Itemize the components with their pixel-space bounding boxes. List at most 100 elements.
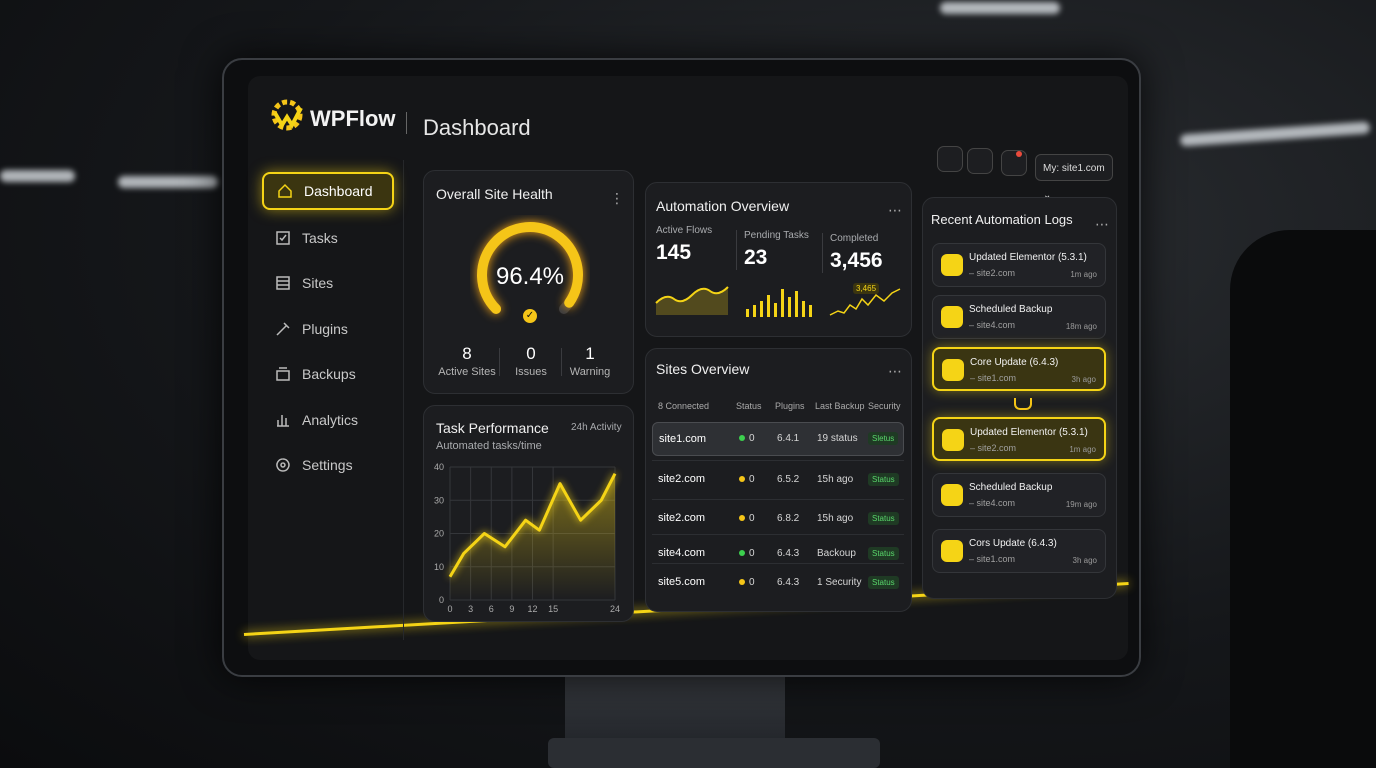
status-count: 0	[749, 548, 755, 559]
status-dot	[739, 435, 745, 441]
table-cell: 6.5.2	[777, 474, 800, 485]
card-menu[interactable]: ⋯	[888, 202, 903, 218]
y-tick-label: 30	[434, 495, 444, 505]
metric-divider	[822, 233, 823, 273]
log-item[interactable]: Updated Elementor (5.3.1) – site2.com 1m a…	[932, 243, 1106, 287]
nav-icon	[278, 183, 292, 198]
log-time: 18m ago	[1065, 322, 1097, 331]
row-divider	[652, 499, 904, 500]
site-selector[interactable]: My: site1.com ⌄	[1035, 154, 1113, 201]
metric-value: 145	[656, 241, 692, 264]
site-name: site2.com	[658, 512, 706, 524]
stat-label: Issues	[515, 366, 547, 378]
nav-icon-path	[277, 415, 289, 427]
log-site: – site4.com	[969, 498, 1016, 508]
card-title: Recent Automation Logs	[931, 212, 1073, 227]
table-row[interactable]: site2.com	[652, 463, 904, 497]
x-tick-label: 12	[527, 604, 537, 614]
gauge-value: 96.4%	[495, 263, 565, 290]
x-tick-label: 15	[548, 604, 558, 614]
site-name: site2.com	[658, 473, 706, 485]
log-title: Scheduled Backup	[969, 304, 1053, 315]
card-subtitle: Automated tasks/time	[436, 440, 542, 452]
sparkline-area	[656, 287, 728, 315]
sites-card	[645, 348, 912, 612]
sparkline	[829, 288, 901, 316]
spark-bars	[746, 289, 812, 317]
gauge	[477, 222, 583, 314]
sidebar	[248, 160, 404, 640]
x-tick-label: 9	[509, 604, 514, 614]
card-title: Task Performance	[436, 420, 549, 436]
card-title: Overall Site Health	[436, 186, 553, 202]
table-row[interactable]: site5.com	[652, 566, 904, 600]
ceiling-light	[940, 2, 1060, 14]
stat-label: Active Sites	[438, 366, 496, 378]
table-row[interactable]: site1.com	[652, 422, 904, 456]
log-item[interactable]: Updated Elementor (5.3.1) – site2.com 1m a…	[932, 417, 1106, 461]
nav-item[interactable]: Dashboard	[262, 172, 394, 210]
table-header: 8 Connected	[658, 401, 710, 411]
y-tick-label: 10	[434, 562, 444, 572]
metric-value: 23	[744, 246, 768, 269]
card-menu[interactable]: ⋯	[1095, 216, 1110, 232]
security-badge: Status	[868, 473, 899, 486]
nav-item[interactable]: Plugins	[262, 310, 394, 348]
nav-icon	[276, 231, 290, 245]
nav-item[interactable]: Settings	[262, 446, 394, 484]
card-title: Automation Overview	[656, 198, 790, 214]
row-divider	[652, 563, 904, 564]
check-icon: ✓	[523, 309, 537, 323]
log-time: 1m ago	[1070, 270, 1097, 279]
nav-item[interactable]: Analytics	[262, 401, 394, 439]
security-badge: Status	[868, 547, 899, 560]
line	[448, 472, 617, 578]
metric-label: Active Flows	[656, 225, 713, 236]
site-name: site4.com	[658, 547, 706, 559]
sparkline-label: 3,465	[853, 283, 880, 294]
x-tick-label: 6	[489, 604, 494, 614]
card-menu[interactable]: ⋮	[610, 190, 625, 206]
log-time: 3h ago	[1071, 375, 1096, 384]
status-count: 0	[749, 577, 755, 588]
security-badge: Status	[868, 576, 899, 589]
log-site: – site4.com	[969, 320, 1016, 330]
page-title: Dashboard	[423, 115, 531, 140]
y-tick-label: 20	[434, 529, 444, 539]
log-site: – site2.com	[970, 443, 1017, 453]
nav-item[interactable]: Sites	[262, 264, 394, 302]
nav-item[interactable]: Tasks	[262, 219, 394, 257]
card-badge: 24h Activity	[571, 422, 622, 433]
log-item[interactable]: Scheduled Backup – site4.com 18m ago	[932, 295, 1106, 339]
log-icon	[942, 429, 964, 451]
logo-w	[273, 107, 303, 130]
settings-button[interactable]	[967, 148, 993, 174]
stat-value: 1	[585, 344, 595, 363]
log-time: 3h ago	[1072, 556, 1097, 565]
log-title: Cors Update (6.4.3)	[969, 538, 1057, 549]
card-menu[interactable]: ⋯	[888, 363, 903, 379]
nav-item[interactable]: Backups	[262, 355, 394, 393]
nav-icon	[276, 276, 290, 290]
notification-button[interactable]	[1001, 150, 1027, 176]
log-item[interactable]: Core Update (6.4.3) – site1.com 3h ago	[932, 347, 1106, 391]
log-site: – site1.com	[970, 373, 1017, 383]
table-row[interactable]: site2.com	[652, 502, 904, 536]
stat-divider	[560, 348, 562, 376]
log-time: 19m ago	[1065, 500, 1097, 509]
nav-icon	[276, 367, 290, 381]
log-item[interactable]: Cors Update (6.4.3) – site1.com 3h ago	[932, 529, 1106, 573]
nav-label: Settings	[302, 457, 353, 473]
icon-button[interactable]	[937, 146, 963, 172]
monitor-base	[548, 738, 880, 768]
log-title: Core Update (6.4.3)	[970, 357, 1059, 368]
nav-label: Sites	[302, 275, 334, 291]
status-dot	[739, 579, 745, 585]
row-divider	[652, 460, 904, 461]
status-dot	[739, 515, 745, 521]
table-row[interactable]: site4.com	[652, 537, 904, 571]
notification-dot	[1016, 151, 1022, 157]
nav-label: Backups	[302, 366, 356, 382]
table-header: Last Backup	[815, 401, 865, 411]
log-item[interactable]: Scheduled Backup – site4.com 19m ago	[932, 473, 1106, 517]
